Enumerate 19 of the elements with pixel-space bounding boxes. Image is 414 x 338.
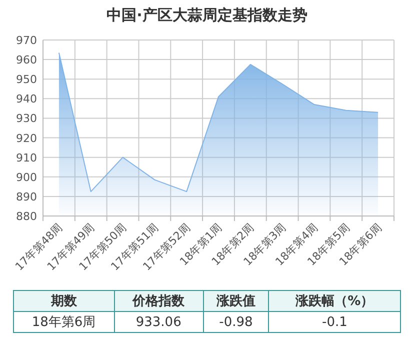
y-tick-label: 960 <box>16 54 37 67</box>
text: 933.06 <box>114 312 204 332</box>
y-tick-label: 940 <box>16 92 37 106</box>
text: 涨跌值 <box>203 290 269 312</box>
y-tick-label: 890 <box>16 190 37 204</box>
text: 18年第6周 <box>14 312 114 332</box>
y-tick-label: 920 <box>16 132 37 145</box>
y-tick-label: 950 <box>16 73 37 86</box>
text: -0.1 <box>268 312 400 332</box>
chart-title: 中国·产区大蒜周定基指数走势 <box>106 6 308 24</box>
text: -0.98 <box>203 312 269 332</box>
text: 期数 <box>14 290 114 312</box>
y-tick-label: 970 <box>16 34 37 47</box>
y-tick-label: 900 <box>16 170 37 184</box>
y-tick-label: 880 <box>16 210 37 223</box>
y-tick-label: 930 <box>16 112 37 126</box>
text: 价格指数 <box>114 290 204 312</box>
text: 涨跌幅（%） <box>268 290 400 312</box>
y-tick-label: 910 <box>16 151 37 164</box>
